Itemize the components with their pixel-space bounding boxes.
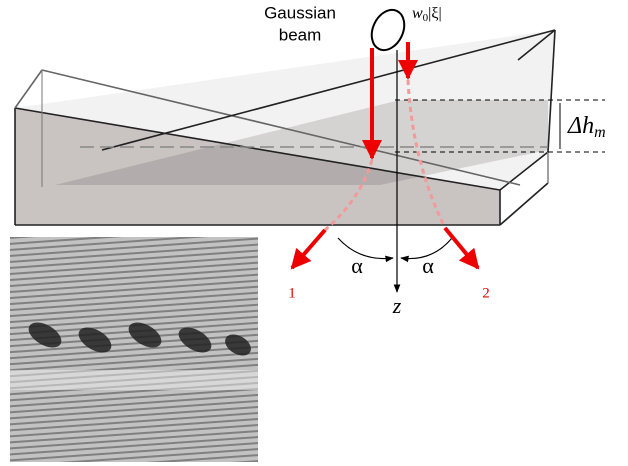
angle-label: α: [422, 253, 434, 278]
diagram: Gaussian beam w0|ξ| Δhm α α 1 2 z: [0, 0, 628, 466]
beam-number: 1: [288, 285, 296, 301]
axis-label: z: [392, 293, 402, 318]
waist-label: w0|ξ|: [412, 5, 442, 24]
height-sub: m: [594, 124, 606, 141]
beam-number: 2: [482, 285, 490, 301]
beam-waist: [366, 5, 411, 56]
waist-base: w: [412, 5, 423, 22]
height-base: Δh: [567, 113, 594, 139]
angle-label: α: [351, 253, 363, 278]
beam-label: Gaussian: [264, 3, 336, 22]
fringe-photo: [10, 237, 258, 462]
angle-arc: [338, 238, 393, 259]
prism: [15, 30, 555, 225]
waist-rest: |ξ|: [428, 5, 442, 22]
beam-label: beam: [279, 25, 322, 44]
height-label: Δhm: [567, 113, 606, 141]
